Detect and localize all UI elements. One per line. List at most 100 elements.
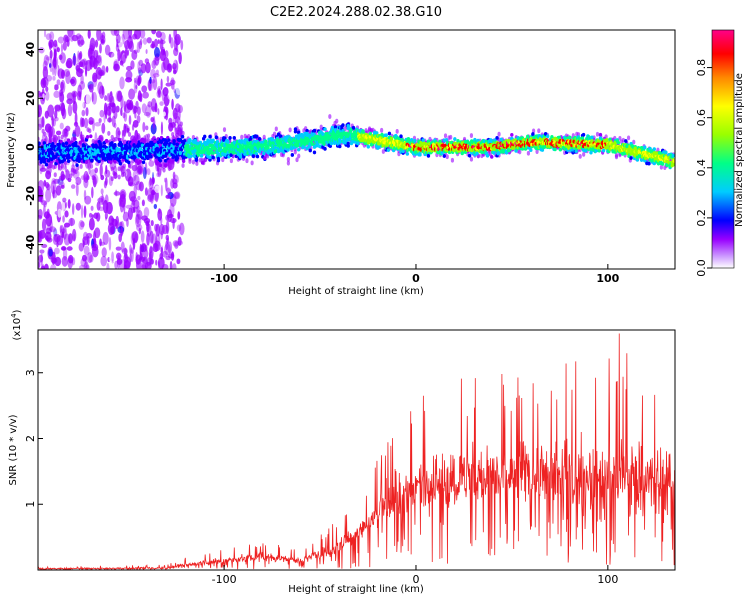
heatmap-cell [211, 155, 215, 160]
heatmap-cell [194, 158, 198, 162]
heatmap-cell [118, 154, 123, 159]
heatmap-cell [151, 233, 157, 246]
heatmap-cell [100, 255, 108, 267]
heatmap-cell [38, 179, 45, 194]
heatmap-cell [136, 223, 143, 232]
heatmap-cell [492, 150, 496, 155]
heatmap-cell [169, 122, 173, 128]
heatmap-cell [134, 30, 141, 40]
heatmap-cell [53, 84, 59, 91]
heatmap-cell [319, 124, 323, 130]
heatmap-cell [157, 87, 161, 98]
heatmap-cell [167, 241, 173, 254]
heatmap-cell [168, 110, 175, 120]
heatmap-cell [152, 242, 159, 253]
heatmap-cell [264, 139, 268, 144]
heatmap-cell [79, 39, 85, 46]
heatmap-cell [74, 169, 78, 175]
heatmap-cell [176, 258, 181, 265]
heatmap-cell [130, 247, 135, 254]
heatmap-cell [442, 154, 446, 158]
heatmap-cell [44, 263, 49, 269]
heatmap-cell [384, 133, 388, 138]
heatmap-cell [443, 133, 448, 139]
heatmap-cell [117, 166, 121, 172]
heatmap-cell [85, 232, 93, 239]
heatmap-cell [124, 256, 132, 269]
heatmap-cell [141, 199, 145, 207]
heatmap-cell [70, 184, 76, 189]
heatmap-cell [72, 91, 76, 105]
heatmap-cell [208, 134, 212, 139]
heatmap-cell [66, 159, 71, 163]
heatmap-cell [54, 256, 62, 267]
heatmap-cell [45, 227, 52, 235]
heatmap-cell [136, 134, 140, 140]
heatmap-cell [39, 167, 47, 172]
heatmap-cell [59, 91, 65, 103]
heatmap-cell [386, 148, 391, 153]
heatmap-cell [108, 51, 115, 58]
heatmap-cell [67, 177, 72, 183]
heatmap-cell [83, 245, 90, 256]
heatmap-cell [85, 59, 92, 72]
heatmap-cell [146, 161, 154, 174]
heatmap-cell [73, 137, 77, 141]
heatmap-cell [75, 176, 82, 186]
heatmap-cell [136, 205, 141, 214]
heatmap-cell [64, 210, 69, 218]
heatmap-cell [60, 43, 64, 54]
heatmap-cell [128, 88, 136, 100]
heatmap-cell [63, 222, 71, 228]
heatmap-cell [110, 51, 118, 62]
heatmap-cell [113, 63, 120, 72]
heatmap-cell [91, 91, 97, 105]
heatmap-cell [111, 115, 116, 128]
heatmap-cell [64, 128, 68, 134]
heatmap-cell [135, 181, 142, 191]
heatmap-cell [93, 212, 99, 219]
heatmap-cell [51, 137, 56, 143]
heatmap-cell [214, 135, 219, 140]
heatmap-cell [173, 192, 180, 199]
heatmap-cell [155, 69, 159, 76]
heatmap-cell [108, 255, 116, 263]
heatmap-cell [338, 144, 342, 149]
heatmap-cell [171, 131, 175, 137]
heatmap-cell [80, 138, 85, 143]
heatmap-cell [62, 157, 67, 162]
heatmap-cell [53, 233, 61, 243]
heatmap-cell [68, 233, 73, 245]
heatmap-cell [142, 91, 149, 99]
heatmap-cell [179, 121, 183, 127]
heatmap-cell [89, 163, 94, 169]
heatmap-cell [119, 51, 126, 65]
heatmap-cell [78, 52, 82, 61]
heatmap-cell [44, 123, 52, 133]
heatmap-cell [553, 147, 557, 152]
heatmap-cell [323, 146, 327, 151]
heatmap-cell [629, 156, 633, 160]
heatmap-cell [83, 205, 87, 219]
heatmap-cell [90, 205, 94, 211]
heatmap-cell [97, 69, 105, 76]
heatmap-cell [165, 255, 171, 261]
heatmap-cell [125, 187, 131, 194]
heatmap-cell [152, 76, 158, 91]
heatmap-cell [75, 163, 79, 168]
heatmap-cell [166, 75, 170, 83]
heatmap-cell [48, 248, 53, 257]
heatmap-cell [151, 106, 156, 111]
heatmap-cell [135, 214, 140, 225]
heatmap-cell [171, 227, 176, 236]
heatmap-cell [101, 247, 107, 258]
heatmap-cell [616, 140, 621, 145]
heatmap-cell [115, 252, 122, 260]
heatmap-cell [109, 157, 113, 162]
heatmap-cell [161, 89, 165, 102]
heatmap-cell [49, 49, 53, 59]
heatmap-cell [106, 105, 112, 116]
heatmap-cell [64, 141, 69, 146]
heatmap-cell [117, 174, 121, 180]
heatmap-cell [47, 104, 55, 118]
